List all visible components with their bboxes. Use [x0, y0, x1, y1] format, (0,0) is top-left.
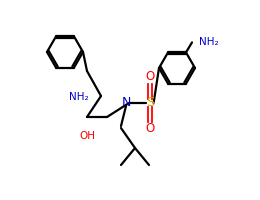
- Text: S: S: [146, 97, 154, 110]
- Text: O: O: [145, 71, 155, 84]
- Text: NH₂: NH₂: [69, 92, 89, 102]
- Text: N: N: [121, 97, 131, 110]
- Text: O: O: [145, 122, 155, 136]
- Text: NH₂: NH₂: [199, 37, 219, 47]
- Text: OH: OH: [79, 131, 95, 141]
